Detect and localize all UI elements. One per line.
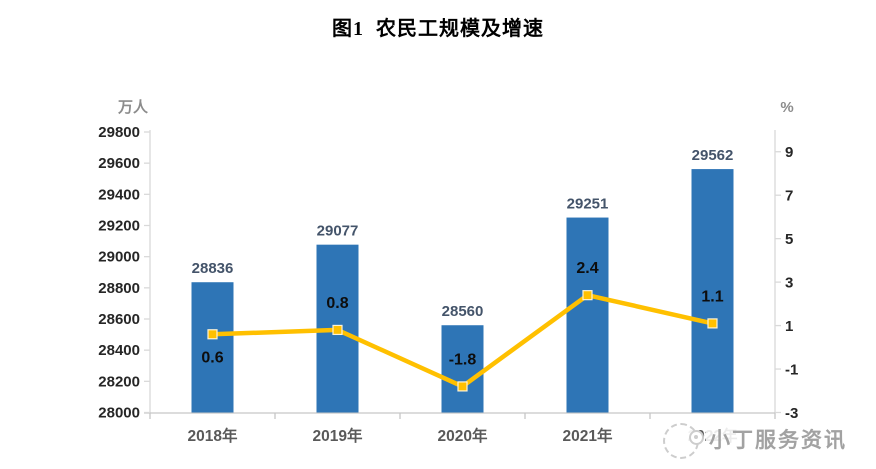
watermark: 小丁服务资讯 xyxy=(663,421,850,461)
bar-2020年 xyxy=(441,325,484,413)
growth-value-label: 1.1 xyxy=(701,288,723,305)
right-axis-unit-label: % xyxy=(780,99,793,116)
right-axis-tick-label: 5 xyxy=(785,231,793,248)
category-label: 2019年 xyxy=(313,426,363,445)
growth-value-label: 0.8 xyxy=(326,295,348,312)
left-axis-tick-label: 29400 xyxy=(98,186,140,203)
right-axis-tick-label: 3 xyxy=(785,275,793,292)
left-axis-tick-label: 29200 xyxy=(98,218,140,235)
bar-value-label: 29562 xyxy=(692,147,734,164)
left-axis-tick-label: 28800 xyxy=(98,280,140,297)
bar-value-label: 29251 xyxy=(567,196,609,213)
chart-title: 图1 农民工规模及增速 xyxy=(332,18,544,40)
bar-value-label: 28560 xyxy=(442,303,484,320)
right-axis-tick-label: -1 xyxy=(785,362,798,379)
right-axis-tick-label: 9 xyxy=(785,144,793,161)
category-label: 2018年 xyxy=(188,426,238,445)
left-axis-tick-label: 29000 xyxy=(98,249,140,266)
bar-value-label: 28836 xyxy=(192,260,234,277)
left-axis-tick-label: 28000 xyxy=(98,405,140,422)
mascot-circle-icon xyxy=(663,423,704,459)
right-axis-tick-label: 7 xyxy=(785,188,793,205)
left-axis-tick-label: 28200 xyxy=(98,373,140,390)
left-axis-tick-label: 29600 xyxy=(98,155,140,172)
category-label: 2020年 xyxy=(438,426,488,445)
left-axis-tick-label: 28400 xyxy=(98,342,140,359)
growth-value-label: -1.8 xyxy=(449,351,477,368)
growth-marker xyxy=(707,318,718,329)
bar-2021年 xyxy=(566,217,609,413)
growth-value-label: 0.6 xyxy=(201,349,223,366)
bar-2018年 xyxy=(191,282,234,413)
left-axis-tick-label: 29800 xyxy=(98,124,140,141)
growth-marker xyxy=(457,381,468,392)
growth-marker xyxy=(582,290,593,301)
mascot-dot-icon xyxy=(689,430,704,445)
category-label: 2021年 xyxy=(563,426,613,445)
left-axis-unit-label: 万人 xyxy=(117,99,149,116)
right-axis-tick-label: 1 xyxy=(785,318,793,335)
bar-2022年 xyxy=(691,169,734,413)
right-axis-tick-label: -3 xyxy=(785,405,798,422)
bar-value-label: 29077 xyxy=(317,223,359,240)
left-axis-tick-label: 28600 xyxy=(98,311,140,328)
growth-marker xyxy=(207,329,218,340)
watermark-text: 小丁服务资讯 xyxy=(706,425,850,457)
growth-marker xyxy=(332,324,343,336)
growth-value-label: 2.4 xyxy=(576,260,598,277)
